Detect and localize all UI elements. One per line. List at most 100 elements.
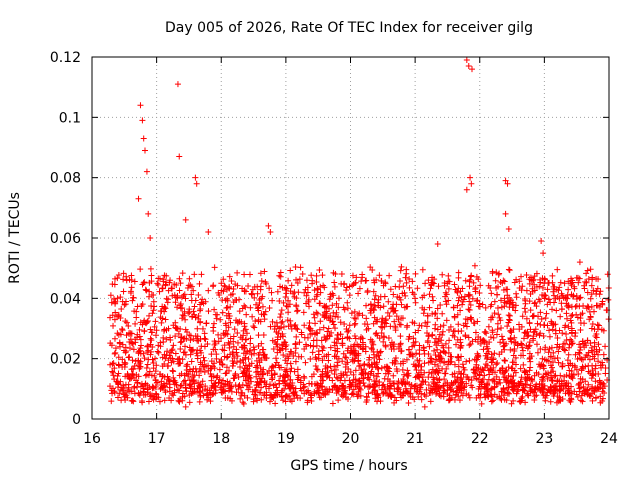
data-point xyxy=(564,357,571,364)
data-point xyxy=(170,358,177,365)
data-point xyxy=(578,392,585,399)
data-point xyxy=(277,324,284,331)
data-point xyxy=(243,311,250,318)
data-point xyxy=(553,382,560,389)
data-point xyxy=(597,288,604,295)
data-point xyxy=(199,387,206,394)
data-point xyxy=(259,346,266,353)
data-point xyxy=(386,368,393,375)
data-point xyxy=(182,343,189,350)
data-point xyxy=(450,304,457,311)
data-point xyxy=(455,274,462,281)
data-point xyxy=(270,363,277,370)
data-point xyxy=(533,270,540,277)
data-point xyxy=(589,353,596,360)
x-tick-label: 19 xyxy=(277,431,295,447)
data-point xyxy=(186,275,193,282)
data-point xyxy=(306,325,313,332)
data-point xyxy=(228,397,235,404)
data-point xyxy=(287,267,294,274)
data-point xyxy=(332,325,339,332)
data-point xyxy=(227,385,234,392)
data-point xyxy=(392,307,399,314)
data-point xyxy=(221,282,228,289)
data-point xyxy=(115,380,122,387)
data-point xyxy=(258,396,265,403)
data-point xyxy=(386,313,393,320)
data-point xyxy=(365,371,372,378)
data-point xyxy=(195,337,202,344)
data-point xyxy=(254,368,261,375)
data-point xyxy=(372,303,379,310)
data-point xyxy=(234,269,241,276)
data-point xyxy=(555,359,562,366)
data-point xyxy=(156,398,163,405)
data-point xyxy=(581,320,588,327)
data-point xyxy=(467,174,474,181)
data-point xyxy=(406,276,413,283)
data-point xyxy=(387,286,394,293)
data-point xyxy=(383,320,390,327)
data-point xyxy=(194,325,201,332)
data-points xyxy=(107,57,612,410)
data-point xyxy=(563,310,570,317)
data-point xyxy=(167,355,174,362)
data-point xyxy=(131,308,138,315)
data-point xyxy=(350,391,357,398)
data-point xyxy=(483,356,490,363)
data-point xyxy=(396,284,403,291)
data-point xyxy=(457,380,464,387)
data-point xyxy=(504,292,511,299)
data-point xyxy=(226,273,233,280)
data-point xyxy=(290,353,297,360)
data-point xyxy=(319,368,326,375)
data-point xyxy=(568,312,575,319)
data-point xyxy=(282,394,289,401)
data-point xyxy=(144,343,151,350)
data-point xyxy=(422,319,429,326)
data-point xyxy=(567,398,574,405)
data-point xyxy=(129,357,136,364)
data-point xyxy=(504,377,511,384)
data-point xyxy=(304,397,311,404)
data-point xyxy=(408,382,415,389)
data-point xyxy=(576,388,583,395)
data-point xyxy=(455,321,462,328)
data-point xyxy=(120,270,127,277)
data-point xyxy=(480,337,487,344)
data-point xyxy=(514,341,521,348)
data-point xyxy=(554,266,561,273)
data-point xyxy=(349,282,356,289)
data-point xyxy=(254,290,261,297)
data-point xyxy=(196,398,203,405)
data-point xyxy=(451,314,458,321)
data-point xyxy=(414,357,421,364)
data-point xyxy=(296,339,303,346)
data-point xyxy=(395,386,402,393)
data-point xyxy=(413,350,420,357)
data-point xyxy=(258,278,265,285)
data-point xyxy=(140,135,147,142)
data-point xyxy=(402,274,409,281)
data-point xyxy=(344,328,351,335)
data-point xyxy=(465,376,472,383)
data-point xyxy=(481,329,488,336)
data-point xyxy=(196,383,203,390)
data-point xyxy=(141,147,148,154)
data-point xyxy=(197,384,204,391)
data-point xyxy=(339,342,346,349)
data-point xyxy=(287,288,294,295)
data-point xyxy=(404,303,411,310)
data-point xyxy=(204,387,211,394)
data-point xyxy=(383,363,390,370)
data-point xyxy=(505,372,512,379)
y-tick-label: 0.04 xyxy=(50,291,81,307)
data-point xyxy=(318,383,325,390)
data-point xyxy=(558,290,565,297)
data-point xyxy=(145,347,152,354)
data-point xyxy=(255,343,262,350)
data-point xyxy=(275,330,282,337)
data-point xyxy=(143,365,150,372)
data-point xyxy=(182,316,189,323)
data-point xyxy=(127,288,134,295)
